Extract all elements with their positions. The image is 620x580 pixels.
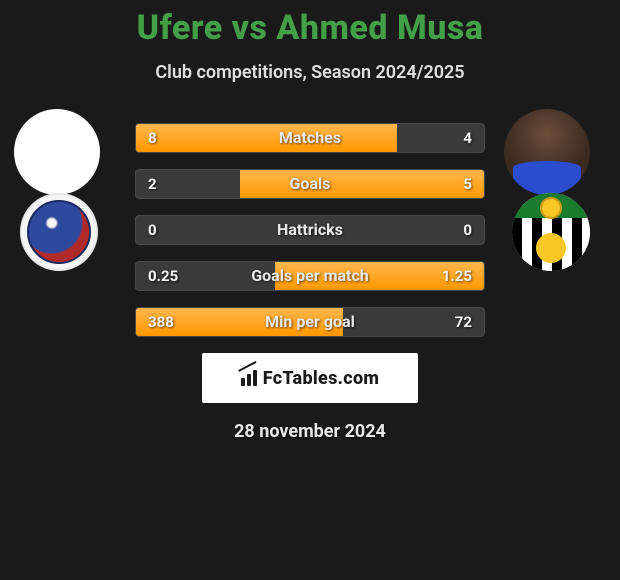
- chart-bars-icon: [241, 370, 257, 386]
- club-left-badge: [20, 193, 98, 271]
- stat-label: Min per goal: [136, 308, 484, 336]
- stats-list: 84Matches 25Goals 00Hattricks 0.251.25Goals…: [135, 123, 485, 337]
- stat-label: Goals: [136, 170, 484, 198]
- fctables-logo: FcTables.com: [202, 353, 418, 403]
- player-right-avatar: [504, 109, 590, 195]
- subtitle: Club competitions, Season 2024/2025: [0, 62, 620, 83]
- stat-row: 00Hattricks: [135, 215, 485, 245]
- stat-label: Hattricks: [136, 216, 484, 244]
- player-left-avatar: [14, 109, 100, 195]
- stat-row: 25Goals: [135, 169, 485, 199]
- logo-text: FcTables.com: [263, 368, 380, 389]
- club-right-badge-inner: [512, 193, 590, 271]
- comparison-date: 28 november 2024: [10, 421, 610, 442]
- content-area: 84Matches 25Goals 00Hattricks 0.251.25Goals…: [0, 123, 620, 442]
- club-right-badge: [512, 193, 590, 271]
- stat-row: 84Matches: [135, 123, 485, 153]
- stat-row: 0.251.25Goals per match: [135, 261, 485, 291]
- comparison-card: Ufere vs Ahmed Musa Club competitions, S…: [0, 0, 620, 442]
- club-left-badge-inner: [27, 200, 91, 264]
- stat-label: Goals per match: [136, 262, 484, 290]
- stat-label: Matches: [136, 124, 484, 152]
- stat-row: 38872Min per goal: [135, 307, 485, 337]
- page-title: Ufere vs Ahmed Musa: [0, 8, 620, 48]
